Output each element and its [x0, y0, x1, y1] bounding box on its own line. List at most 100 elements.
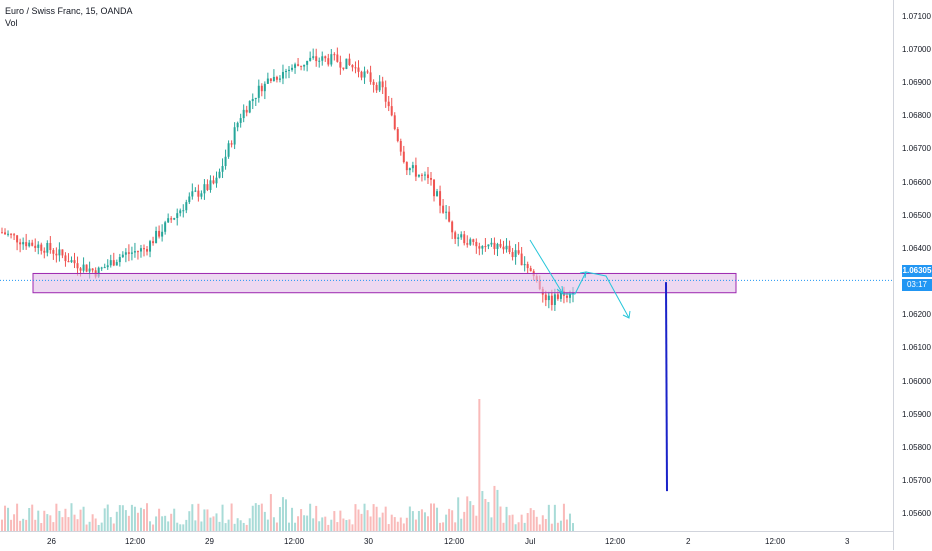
volume-bar	[281, 497, 284, 531]
volume-bar	[97, 524, 100, 531]
volume-bar	[142, 509, 145, 531]
candle-body	[248, 101, 251, 113]
candle-body	[170, 218, 173, 220]
candle-body	[312, 56, 315, 58]
candle-body	[553, 294, 556, 305]
candle-body	[221, 166, 224, 172]
volume-bar	[448, 508, 451, 531]
candle-body	[115, 262, 118, 266]
candle-body	[411, 165, 414, 169]
candle-body	[423, 174, 426, 176]
candle-body	[568, 294, 571, 298]
candle-body	[16, 235, 19, 243]
price-tick-label: 1.06400	[902, 243, 931, 253]
price-axis[interactable]: 1.07100 1.07000 1.06900 1.06800 1.06700 1.066…	[893, 0, 932, 550]
volume-bar	[146, 503, 149, 531]
volume-bar	[475, 515, 478, 531]
volume-bar	[209, 517, 212, 531]
volume-bar	[155, 516, 158, 531]
candle-body	[257, 85, 260, 98]
candle-body	[230, 143, 233, 145]
volume-label[interactable]: Vol	[5, 18, 18, 28]
volume-bar	[532, 510, 535, 531]
candle-body	[88, 268, 91, 272]
volume-bar	[490, 517, 493, 531]
candle-body	[70, 260, 73, 263]
volume-bar	[112, 523, 115, 531]
volume-bar	[408, 506, 411, 531]
volume-bar	[73, 514, 76, 531]
candle-body	[209, 180, 212, 190]
candle-body	[481, 246, 484, 249]
chart-legend[interactable]: Euro / Swiss Franc, 15, OANDA Vol	[5, 5, 133, 29]
volume-bar	[336, 522, 339, 531]
projection-arrowhead	[622, 310, 631, 319]
volume-bar	[541, 515, 544, 531]
volume-bar	[306, 515, 309, 531]
candle-body	[185, 202, 188, 211]
candle-body	[91, 268, 94, 271]
volume-bar	[351, 524, 354, 531]
symbol-title[interactable]: Euro / Swiss Franc, 15, OANDA	[5, 6, 133, 16]
candle-body	[133, 251, 136, 253]
candle-body	[167, 218, 170, 223]
candle-body	[28, 242, 31, 247]
candle-body	[526, 264, 529, 269]
volume-bar	[345, 520, 348, 531]
candle-body	[281, 72, 284, 79]
volume-bar	[139, 507, 142, 531]
time-axis[interactable]: 26 12:00 29 12:00 30 12:00 Jul 12:00 2 12:00 3	[0, 531, 893, 551]
candle-body	[324, 56, 327, 59]
candle-body	[300, 65, 303, 67]
volume-bar	[433, 503, 436, 531]
volume-bar	[10, 519, 13, 531]
candle-body	[182, 210, 185, 212]
candle-body	[106, 265, 109, 268]
volume-bar	[487, 502, 490, 531]
volume-bar	[363, 503, 366, 531]
volume-bar	[64, 508, 67, 531]
volume-bar	[227, 519, 230, 531]
candle-body	[436, 191, 439, 197]
volume-bar	[236, 518, 239, 531]
candle-body	[149, 241, 152, 252]
volume-bar	[25, 519, 28, 531]
volume-bar	[484, 499, 487, 531]
candle-body	[82, 264, 85, 271]
volume-bar	[375, 506, 378, 531]
volume-bar	[239, 520, 242, 531]
volume-bar	[481, 491, 484, 531]
volume-bar	[254, 503, 257, 531]
volume-bar	[387, 524, 390, 531]
volume-bar	[454, 522, 457, 531]
time-tick-label: 12:00	[284, 537, 305, 546]
candle-body	[502, 246, 505, 250]
candle-body	[1, 232, 3, 234]
volume-bar	[300, 509, 303, 531]
candle-body	[499, 243, 502, 247]
candle-body	[25, 242, 28, 247]
volume-bar	[550, 523, 553, 531]
volume-bar	[430, 503, 433, 531]
candle-body	[194, 190, 197, 192]
volume-bar	[269, 494, 272, 531]
time-tick-label: 12:00	[125, 537, 146, 546]
volume-bar	[182, 524, 185, 531]
vertical-target-line	[665, 282, 668, 492]
volume-bar	[517, 522, 520, 531]
volume-bar	[526, 513, 529, 531]
candle-body	[318, 60, 321, 62]
volume-bar	[378, 517, 381, 531]
candle-body	[10, 233, 13, 235]
candle-body	[155, 230, 158, 244]
volume-bar	[52, 522, 55, 531]
volume-bar	[538, 524, 541, 531]
price-tick-label: 1.05700	[902, 476, 931, 486]
volume-bar	[197, 503, 200, 531]
volume-bar	[502, 522, 505, 531]
candle-body	[112, 260, 115, 266]
volume-bar	[133, 506, 136, 531]
candle-body	[550, 295, 553, 305]
